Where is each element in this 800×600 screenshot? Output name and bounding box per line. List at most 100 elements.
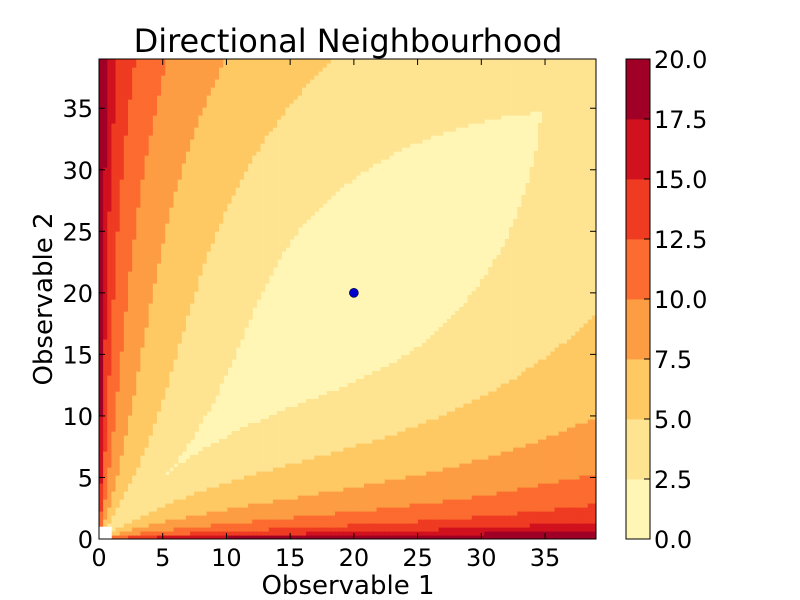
contour-cell: [103, 407, 108, 412]
plot-area: [99, 59, 596, 539]
contour-cell: [227, 263, 233, 268]
contour-cell: [243, 307, 249, 312]
contour-cell: [99, 159, 104, 164]
contour-cell: [136, 263, 142, 268]
contour-cell: [140, 531, 146, 536]
contour-cell: [198, 231, 204, 236]
contour-cell: [194, 275, 199, 280]
contour-cell: [123, 339, 129, 344]
contour-cell: [161, 183, 166, 188]
contour-cell: [272, 87, 278, 92]
contour-cell: [235, 299, 241, 304]
contour-cell: [256, 267, 262, 272]
contour-cell: [156, 519, 162, 524]
contour-cell: [156, 327, 162, 332]
contour-cell: [210, 271, 216, 276]
contour-cell: [173, 167, 179, 172]
contour-cell: [177, 531, 183, 536]
contour-cell: [127, 355, 133, 360]
contour-cell: [161, 531, 166, 536]
contour-cell: [206, 283, 212, 288]
contour-cell: [248, 263, 253, 268]
contour-cell: [268, 71, 274, 76]
contour-cell: [239, 79, 245, 84]
contour-cell: [165, 83, 171, 88]
contour-cell: [248, 487, 253, 492]
contour-cell: [177, 63, 183, 68]
contour-cell: [161, 363, 166, 368]
contour-cell: [169, 223, 175, 228]
contour-cell: [194, 271, 199, 276]
contour-cell: [194, 375, 199, 380]
contour-cell: [111, 379, 117, 384]
contour-cell: [272, 239, 278, 244]
contour-cell: [136, 187, 142, 192]
contour-cell: [140, 147, 146, 152]
contour-cell: [156, 507, 162, 512]
contour-cell: [115, 199, 121, 204]
contour-cell: [140, 187, 146, 192]
contour-cell: [111, 339, 117, 344]
contour-cell: [289, 491, 295, 496]
contour-cell: [198, 331, 204, 336]
contour-cell: [198, 135, 204, 140]
contour-cell: [239, 267, 245, 272]
contour-cell: [169, 387, 175, 392]
contour-cell: [219, 207, 224, 212]
contour-cell: [268, 187, 274, 192]
contour-cell: [206, 471, 212, 476]
contour-cell: [202, 351, 208, 356]
contour-cell: [169, 507, 175, 512]
contour-cell: [136, 223, 142, 228]
contour-cell: [123, 447, 129, 452]
contour-cell: [214, 127, 220, 132]
contour-cell: [115, 323, 121, 328]
contour-cell: [132, 283, 137, 288]
contour-cell: [206, 407, 212, 412]
contour-cell: [239, 507, 245, 512]
contour-cell: [198, 223, 204, 228]
contour-cell: [169, 63, 175, 68]
contour-cell: [210, 123, 216, 128]
contour-cell: [256, 211, 262, 216]
contour-cell: [119, 399, 125, 404]
contour-cell: [235, 123, 241, 128]
contour-cell: [127, 183, 133, 188]
contour-cell: [111, 483, 117, 488]
contour-cell: [165, 487, 171, 492]
contour-cell: [219, 135, 224, 140]
contour-cell: [132, 263, 137, 268]
contour-cell: [173, 459, 179, 464]
contour-cell: [181, 491, 187, 496]
contour-cell: [165, 343, 171, 348]
contour-cell: [107, 471, 113, 476]
contour-cell: [152, 519, 158, 524]
contour-cell: [140, 67, 146, 72]
contour-cell: [107, 87, 113, 92]
contour-cell: [103, 183, 108, 188]
contour-cell: [281, 479, 286, 484]
contour-cell: [103, 491, 108, 496]
contour-cell: [169, 251, 175, 256]
contour-cell: [99, 279, 104, 284]
contour-cell: [165, 415, 171, 420]
contour-cell: [272, 63, 278, 68]
contour-cell: [190, 155, 195, 160]
contour-cell: [214, 235, 220, 240]
contour-cell: [206, 215, 212, 220]
contour-cell: [107, 291, 113, 296]
contour-cell: [260, 207, 266, 212]
contour-cell: [132, 331, 137, 336]
contour-cell: [185, 367, 191, 372]
contour-cell: [264, 115, 270, 120]
contour-cell: [223, 71, 228, 76]
contour-cell: [210, 175, 216, 180]
contour-cell: [214, 123, 220, 128]
contour-cell: [107, 339, 113, 344]
contour-cell: [107, 251, 113, 256]
contour-cell: [252, 175, 257, 180]
contour-cell: [123, 435, 129, 440]
contour-cell: [210, 319, 216, 324]
contour-cell: [144, 467, 150, 472]
